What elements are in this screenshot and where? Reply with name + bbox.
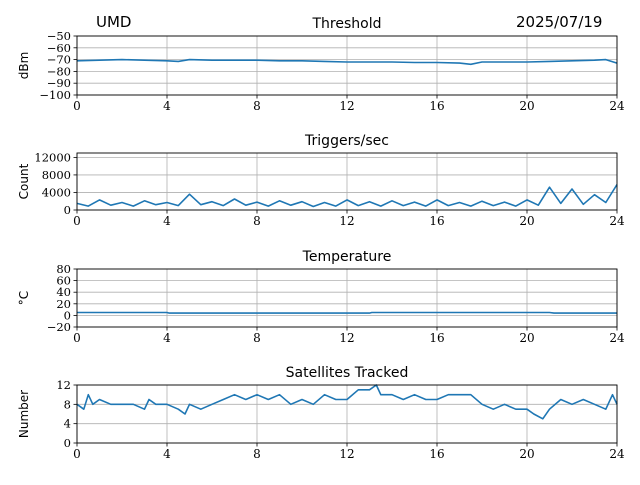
x-tick-label: 8 xyxy=(253,214,261,228)
y-axis-label: dBm xyxy=(17,52,31,80)
x-tick-label: 4 xyxy=(163,331,171,345)
y-tick-label: 40 xyxy=(56,285,71,299)
y-tick-label: 12000 xyxy=(34,150,71,164)
y-tick-label: 80 xyxy=(56,262,71,276)
date-label: 2025/07/19 xyxy=(516,13,603,31)
y-tick-label: 20 xyxy=(56,297,71,311)
y-tick-label: 0 xyxy=(64,436,71,450)
y-tick-label: −90 xyxy=(47,76,71,90)
chart-title: Triggers/sec xyxy=(304,133,389,149)
y-tick-label: −70 xyxy=(47,53,71,67)
x-tick-label: 24 xyxy=(609,331,625,345)
x-tick-label: 20 xyxy=(519,214,534,228)
chart-title: Temperature xyxy=(302,249,392,265)
x-tick-label: 12 xyxy=(339,99,354,113)
y-tick-label: −60 xyxy=(47,41,71,55)
x-tick-label: 0 xyxy=(73,331,81,345)
y-axis-label: Number xyxy=(17,390,31,438)
y-tick-label: 8000 xyxy=(42,168,71,182)
x-tick-label: 16 xyxy=(429,447,444,461)
x-tick-label: 16 xyxy=(429,214,444,228)
y-tick-label: −80 xyxy=(47,64,71,78)
x-tick-label: 24 xyxy=(609,447,625,461)
x-tick-label: 0 xyxy=(73,447,81,461)
chart-title: Satellites Tracked xyxy=(286,365,409,381)
chart-title: Threshold xyxy=(312,16,382,32)
y-tick-label: 4 xyxy=(64,417,71,431)
x-tick-label: 12 xyxy=(339,447,354,461)
series-line-1 xyxy=(76,184,618,208)
y-tick-label: 8 xyxy=(64,397,71,411)
y-tick-label: 0 xyxy=(64,203,71,217)
x-tick-label: 0 xyxy=(73,214,81,228)
y-tick-label: 4000 xyxy=(42,185,71,199)
x-tick-label: 8 xyxy=(253,447,261,461)
x-tick-label: 20 xyxy=(519,331,534,345)
x-tick-label: 8 xyxy=(253,331,261,345)
x-tick-label: 24 xyxy=(609,99,625,113)
x-tick-label: 4 xyxy=(163,447,171,461)
x-tick-label: 4 xyxy=(163,99,171,113)
y-tick-label: −50 xyxy=(47,29,71,43)
x-tick-label: 4 xyxy=(163,214,171,228)
y-tick-label: 12 xyxy=(56,378,71,392)
y-tick-label: 60 xyxy=(56,274,71,288)
x-tick-label: 24 xyxy=(609,214,625,228)
x-tick-label: 20 xyxy=(519,99,534,113)
x-tick-label: 16 xyxy=(429,99,444,113)
x-tick-label: 0 xyxy=(73,99,81,113)
y-axis-label: Count xyxy=(17,163,31,199)
x-tick-label: 12 xyxy=(339,214,354,228)
x-tick-label: 12 xyxy=(339,331,354,345)
series-line-1 xyxy=(76,384,618,420)
y-tick-label: −100 xyxy=(39,88,71,102)
x-tick-label: 20 xyxy=(519,447,534,461)
x-tick-label: 8 xyxy=(253,99,261,113)
y-axis-label: °C xyxy=(17,291,31,305)
y-tick-label: −20 xyxy=(47,320,71,334)
series-line-1 xyxy=(77,311,617,314)
y-tick-label: 0 xyxy=(64,308,71,322)
site-label: UMD xyxy=(96,13,132,31)
series-line-1 xyxy=(76,58,618,66)
x-tick-label: 16 xyxy=(429,331,444,345)
